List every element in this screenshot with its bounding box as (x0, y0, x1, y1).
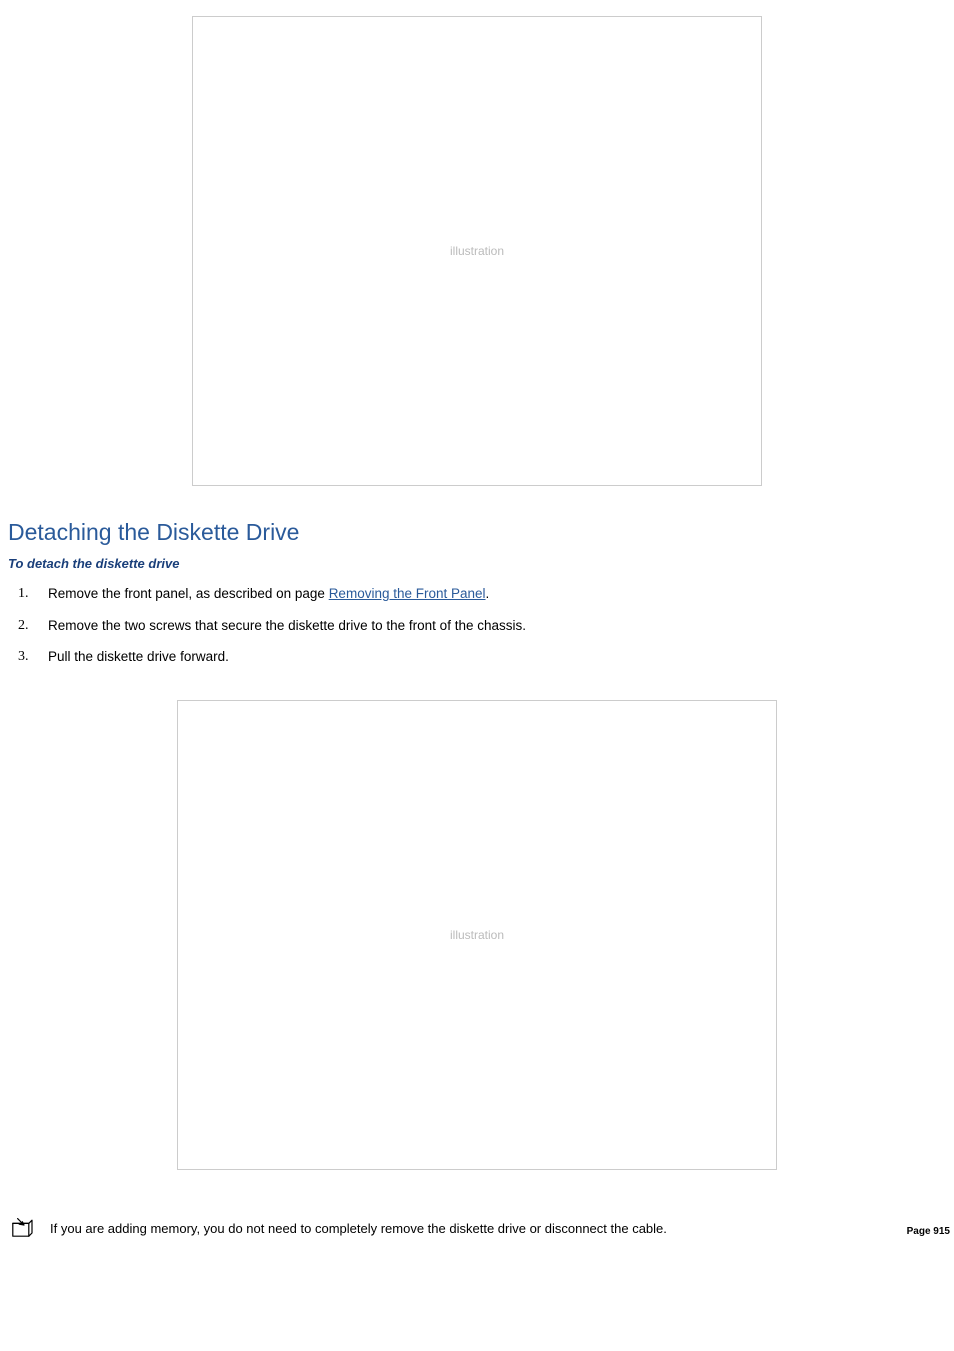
cross-reference-link[interactable]: Removing the Front Panel (329, 586, 486, 601)
note-icon (8, 1217, 40, 1241)
step-item: Remove the two screws that secure the di… (36, 617, 946, 635)
page-number: Page 915 (907, 1226, 950, 1237)
note-block: If you are adding memory, you do not nee… (8, 1217, 946, 1241)
step-text: Pull the diskette drive forward. (48, 649, 229, 664)
procedure-subheading: To detach the diskette drive (8, 556, 946, 571)
step-item: Remove the front panel, as described on … (36, 585, 946, 603)
step-item: Pull the diskette drive forward. (36, 648, 946, 666)
procedure-steps: Remove the front panel, as described on … (36, 585, 946, 666)
figure-2-container (8, 680, 946, 1213)
step-text: Remove the two screws that secure the di… (48, 618, 526, 633)
note-text: If you are adding memory, you do not nee… (50, 1221, 667, 1236)
section-heading: Detaching the Diskette Drive (8, 519, 946, 546)
figure-1-container (8, 8, 946, 519)
step-text-suffix: . (486, 586, 490, 601)
front-panel-removal-illustration (192, 16, 762, 486)
step-text-prefix: Remove the front panel, as described on … (48, 586, 329, 601)
diskette-drive-removal-illustration (177, 700, 777, 1170)
